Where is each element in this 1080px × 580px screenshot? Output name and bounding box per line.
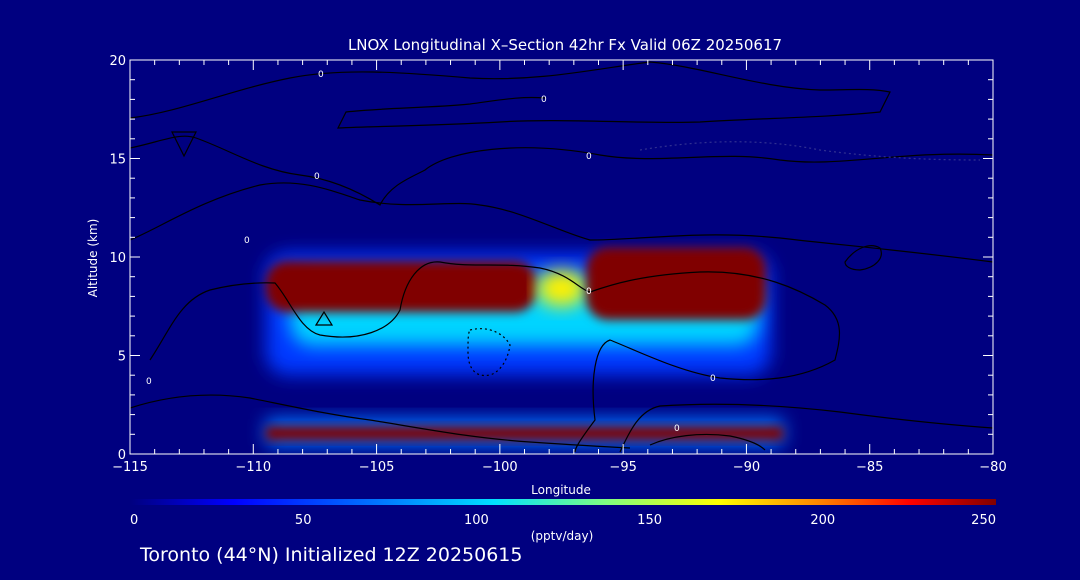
colorbar-units: (pptv/day) (531, 529, 594, 543)
contour-line-dotted (467, 328, 511, 377)
contour-line-right-lower (619, 403, 993, 453)
contour-line-lower (130, 394, 631, 449)
colorbar-tick-label: 0 (130, 513, 138, 528)
x-axis: −115 −110 −105 −100 −95 −90 −85 −80 (112, 60, 1007, 475)
y-tick-label: 10 (109, 251, 126, 266)
colorbar (130, 499, 996, 505)
contour-label: 0 (586, 287, 592, 297)
field-region (586, 247, 767, 321)
contour-line-dotted-right (639, 141, 981, 161)
contour-label: 0 (541, 95, 547, 105)
y-tick-label: 15 (109, 153, 126, 168)
x-axis-label: Longitude (531, 483, 591, 497)
colorbar-tick-label: 50 (295, 513, 312, 528)
lnox-field (265, 247, 784, 447)
colorbar-tick-label: 100 (464, 513, 489, 528)
contour-line-inner-low (649, 433, 766, 451)
x-tick-label: −90 (733, 460, 760, 475)
y-tick-label: 5 (118, 350, 126, 365)
y-axis-label: Altitude (km) (86, 219, 100, 298)
contour-line-main (149, 261, 841, 453)
triangle-mark-mid (314, 310, 334, 326)
chart-title: LNOX Longitudinal X–Section 42hr Fx Vali… (348, 36, 782, 54)
y-tick-label: 0 (118, 448, 126, 463)
contour-label: 0 (314, 172, 320, 182)
x-tick-label: −105 (359, 460, 395, 475)
contour-label: 0 (244, 236, 250, 246)
colorbar-tick-label: 250 (971, 513, 996, 528)
contour-line-right-closed (844, 245, 882, 271)
contour-line-mid (130, 182, 993, 263)
x-tick-label: −80 (979, 460, 1006, 475)
x-tick-label: −100 (482, 460, 518, 475)
field-region (265, 260, 537, 313)
contour-label-layer: 0 0 0 0 0 0 0 0 0 (146, 70, 716, 434)
colorbar-tick-label: 150 (637, 513, 662, 528)
contour-label: 0 (146, 377, 152, 387)
x-tick-label: −110 (235, 460, 271, 475)
x-tick-label: −115 (112, 460, 148, 475)
contour-label: 0 (318, 70, 324, 80)
footer-text: Toronto (44°N) Initialized 12Z 20250615 (139, 544, 523, 566)
contour-label: 0 (674, 424, 680, 434)
y-tick-label: 20 (109, 54, 126, 69)
contour-line-upper (130, 61, 891, 129)
field-region (536, 270, 587, 307)
contour-line-mid-upper (130, 135, 993, 206)
contour-label: 0 (586, 152, 592, 162)
x-tick-label: −85 (856, 460, 883, 475)
triangle-mark-left (171, 131, 197, 158)
contour-lines (130, 61, 993, 453)
y-axis: 0 5 10 15 20 (109, 54, 993, 463)
colorbar-tick-label: 200 (810, 513, 835, 528)
contour-label: 0 (710, 374, 716, 384)
field-region (265, 426, 784, 441)
x-tick-label: −95 (609, 460, 636, 475)
colorbar-ticks: 0 50 100 150 200 250 (130, 513, 996, 528)
